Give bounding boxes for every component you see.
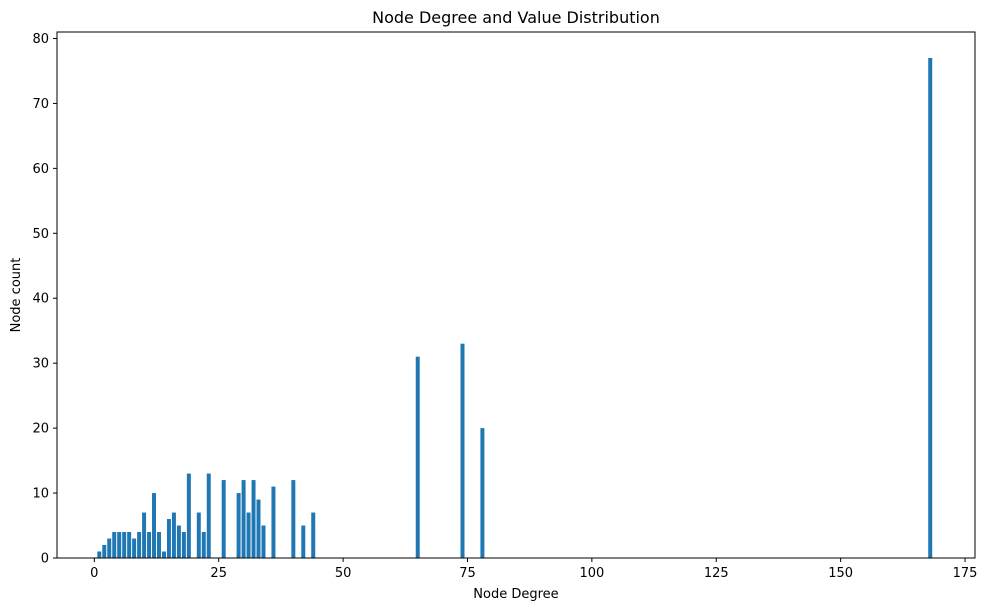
bar-degree-10 <box>142 512 147 558</box>
bar-degree-13 <box>157 532 161 558</box>
x-axis-label: Node Degree <box>473 587 558 602</box>
x-tick-label: 125 <box>704 566 729 581</box>
bar-degree-21 <box>196 512 201 558</box>
bar-degree-15 <box>166 519 171 558</box>
bar-degree-22 <box>201 532 206 558</box>
y-axis-ticks: 0 10 20 30 40 50 60 70 80 <box>32 32 57 567</box>
bar-degree-44 <box>311 512 316 558</box>
y-tick-label: 50 <box>32 227 49 242</box>
bar-degree-16 <box>171 512 176 558</box>
y-tick-label: 60 <box>32 162 49 177</box>
bar-degree-3 <box>107 538 112 558</box>
bar-degree-5 <box>117 532 122 558</box>
bar-degree-32 <box>251 480 256 558</box>
bar-degree-1 <box>97 551 102 558</box>
bar-degree-78 <box>480 428 485 558</box>
bar-degree-168 <box>928 57 933 558</box>
bar-degree-19 <box>186 473 191 558</box>
x-tick-label: 75 <box>459 566 476 581</box>
bar-degree-74 <box>460 343 465 558</box>
bar-degree-33 <box>256 499 261 558</box>
bar-degree-31 <box>246 512 251 558</box>
bars-group <box>97 57 933 558</box>
y-axis-label: Node count <box>9 258 24 333</box>
y-tick-label: 0 <box>41 552 49 567</box>
plot-frame <box>56 31 976 559</box>
bar-degree-34 <box>261 525 266 558</box>
x-tick-label: 175 <box>953 566 978 581</box>
bar-degree-42 <box>301 525 306 558</box>
bar-degree-6 <box>122 532 127 558</box>
bar-degree-65 <box>415 356 420 558</box>
bar-degree-26 <box>221 480 226 558</box>
bar-degree-40 <box>291 480 296 558</box>
bar-degree-12 <box>152 493 157 558</box>
x-tick-label: 50 <box>335 566 352 581</box>
x-axis-ticks: 0 25 50 75 100 125 150 175 <box>90 558 977 581</box>
chart-title: Node Degree and Value Distribution <box>372 8 660 27</box>
y-tick-label: 20 <box>32 422 49 437</box>
x-tick-label: 0 <box>90 566 98 581</box>
bar-degree-18 <box>181 532 186 558</box>
bar-degree-14 <box>161 551 166 558</box>
bar-degree-2 <box>102 545 107 558</box>
bar-degree-8 <box>132 538 137 558</box>
bar-degree-29 <box>236 493 241 558</box>
x-tick-label: 150 <box>828 566 853 581</box>
bar-degree-4 <box>112 532 117 558</box>
bar-degree-30 <box>241 480 246 558</box>
bar-degree-9 <box>137 532 142 558</box>
bar-degree-17 <box>176 525 181 558</box>
bar-degree-11 <box>147 532 152 558</box>
x-tick-label: 25 <box>210 566 227 581</box>
y-tick-label: 70 <box>32 97 49 112</box>
x-tick-label: 100 <box>579 566 604 581</box>
y-tick-label: 30 <box>32 357 49 372</box>
y-tick-label: 40 <box>32 292 49 307</box>
y-tick-label: 10 <box>32 487 49 502</box>
y-tick-label: 80 <box>32 32 49 47</box>
bar-degree-36 <box>271 486 276 558</box>
bar-degree-7 <box>127 532 132 558</box>
bar-degree-23 <box>206 473 211 558</box>
